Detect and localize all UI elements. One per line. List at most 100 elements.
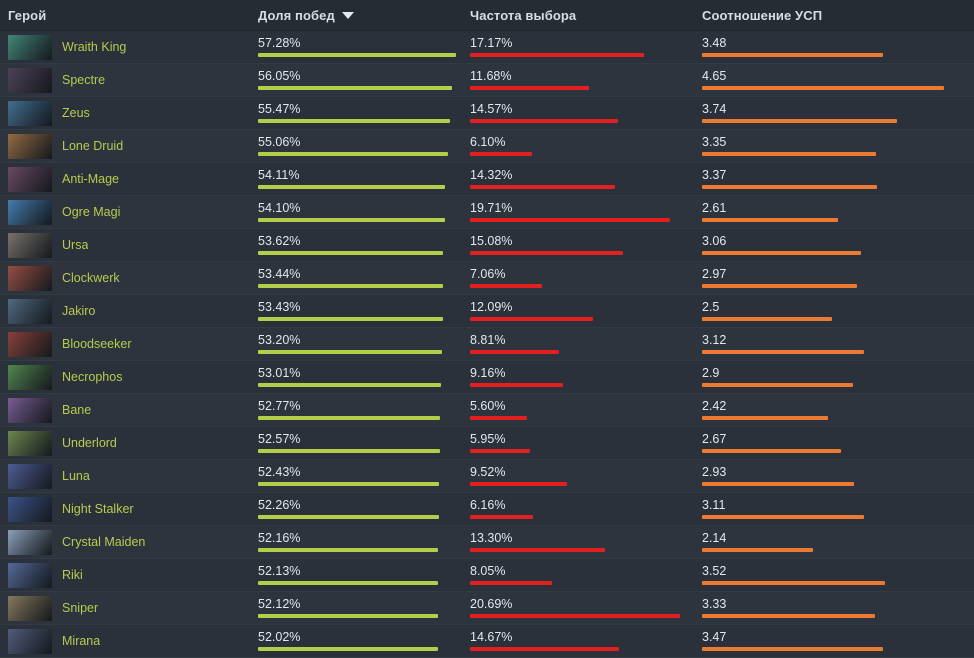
hero-name-link[interactable]: Anti-Mage [62,172,119,186]
kda-bar-track [702,251,944,255]
hero-name-link[interactable]: Riki [62,568,83,582]
hero-cell[interactable]: Luna [0,460,258,492]
column-header-kda[interactable]: Соотношение УСП [702,8,974,23]
table-row[interactable]: Zeus 55.47% 14.57% 3.74 [0,97,974,130]
hero-cell[interactable]: Necrophos [0,361,258,393]
hero-cell[interactable]: Wraith King [0,31,258,63]
win-rate-value: 52.43% [258,465,301,479]
pick-rate-value: 9.52% [470,465,506,479]
hero-cell[interactable]: Riki [0,559,258,591]
kda-value: 3.48 [702,36,727,50]
kda-bar [702,218,838,222]
hero-name-link[interactable]: Lone Druid [62,139,124,153]
hero-cell[interactable]: Sniper [0,592,258,624]
hero-name-link[interactable]: Necrophos [62,370,123,384]
kda-bar [702,515,864,519]
hero-cell[interactable]: Ogre Magi [0,196,258,228]
kda-cell: 3.35 [702,130,974,162]
sort-descending-icon[interactable] [341,11,354,19]
table-header-row: Герой Доля побед Частота выбора Соотноше… [0,0,974,31]
table-row[interactable]: Night Stalker 52.26% 6.16% 3.11 [0,493,974,526]
win-rate-metric: 53.20% [258,328,456,360]
win-rate-bar [258,53,456,57]
table-row[interactable]: Luna 52.43% 9.52% 2.93 [0,460,974,493]
pick-rate-bar [470,350,560,354]
pick-rate-metric: 8.81% [470,328,680,360]
hero-cell[interactable]: Bane [0,394,258,426]
pick-rate-bar [470,251,624,255]
column-header-pick-rate[interactable]: Частота выбора [470,8,702,23]
win-rate-bar-track [258,86,456,90]
pick-rate-bar [470,416,527,420]
table-row[interactable]: Ursa 53.62% 15.08% 3.06 [0,229,974,262]
hero-cell[interactable]: Ursa [0,229,258,261]
win-rate-metric: 54.11% [258,163,456,195]
kda-cell: 3.11 [702,493,974,525]
table-row[interactable]: Clockwerk 53.44% 7.06% 2.97 [0,262,974,295]
pick-rate-cell: 9.16% [470,361,702,393]
column-header-win-rate[interactable]: Доля побед [258,8,470,23]
hero-name-link[interactable]: Ursa [62,238,89,252]
table-row[interactable]: Wraith King 57.28% 17.17% 3.48 [0,31,974,64]
hero-cell[interactable]: Spectre [0,64,258,96]
hero-portrait-icon [8,397,52,423]
table-row[interactable]: Sniper 52.12% 20.69% 3.33 [0,592,974,625]
pick-rate-cell: 6.10% [470,130,702,162]
hero-portrait-icon [8,199,52,225]
hero-cell[interactable]: Underlord [0,427,258,459]
hero-name-link[interactable]: Jakiro [62,304,96,318]
table-row[interactable]: Riki 52.13% 8.05% 3.52 [0,559,974,592]
pick-rate-value: 12.09% [470,300,513,314]
hero-name-link[interactable]: Bane [62,403,92,417]
kda-bar-track [702,482,944,486]
hero-portrait-icon [8,496,52,522]
hero-name-link[interactable]: Underlord [62,436,117,450]
table-row[interactable]: Bane 52.77% 5.60% 2.42 [0,394,974,427]
hero-name-link[interactable]: Luna [62,469,90,483]
kda-bar-track [702,548,944,552]
hero-cell[interactable]: Mirana [0,625,258,657]
pick-rate-cell: 12.09% [470,295,702,327]
pick-rate-value: 14.57% [470,102,513,116]
pick-rate-bar [470,218,671,222]
hero-name-link[interactable]: Night Stalker [62,502,134,516]
hero-name-link[interactable]: Crystal Maiden [62,535,146,549]
hero-cell[interactable]: Clockwerk [0,262,258,294]
hero-name-link[interactable]: Zeus [62,106,90,120]
column-header-hero[interactable]: Герой [0,8,258,23]
hero-cell[interactable]: Night Stalker [0,493,258,525]
win-rate-bar [258,284,443,288]
hero-name-link[interactable]: Bloodseeker [62,337,132,351]
hero-name-link[interactable]: Ogre Magi [62,205,121,219]
table-row[interactable]: Spectre 56.05% 11.68% 4.65 [0,64,974,97]
table-row[interactable]: Anti-Mage 54.11% 14.32% 3.37 [0,163,974,196]
table-row[interactable]: Bloodseeker 53.20% 8.81% 3.12 [0,328,974,361]
pick-rate-bar-track [470,581,680,585]
table-row[interactable]: Necrophos 53.01% 9.16% 2.9 [0,361,974,394]
hero-name-link[interactable]: Sniper [62,601,99,615]
hero-name-link[interactable]: Mirana [62,634,101,648]
hero-name-link[interactable]: Clockwerk [62,271,120,285]
win-rate-value: 56.05% [258,69,301,83]
win-rate-value: 53.44% [258,267,301,281]
table-row[interactable]: Crystal Maiden 52.16% 13.30% 2.14 [0,526,974,559]
hero-cell[interactable]: Crystal Maiden [0,526,258,558]
table-row[interactable]: Mirana 52.02% 14.67% 3.47 [0,625,974,658]
win-rate-value: 52.77% [258,399,301,413]
hero-cell[interactable]: Lone Druid [0,130,258,162]
hero-cell[interactable]: Anti-Mage [0,163,258,195]
win-rate-bar [258,548,439,552]
kda-value: 2.5 [702,300,720,314]
hero-cell[interactable]: Jakiro [0,295,258,327]
table-row[interactable]: Underlord 52.57% 5.95% 2.67 [0,427,974,460]
hero-cell[interactable]: Zeus [0,97,258,129]
table-row[interactable]: Ogre Magi 54.10% 19.71% 2.61 [0,196,974,229]
hero-name-link[interactable]: Spectre [62,73,106,87]
win-rate-value: 53.43% [258,300,301,314]
hero-name-link[interactable]: Wraith King [62,40,127,54]
kda-cell: 3.48 [702,31,974,63]
hero-cell[interactable]: Bloodseeker [0,328,258,360]
table-row[interactable]: Lone Druid 55.06% 6.10% 3.35 [0,130,974,163]
table-row[interactable]: Jakiro 53.43% 12.09% 2.5 [0,295,974,328]
win-rate-bar-track [258,581,456,585]
